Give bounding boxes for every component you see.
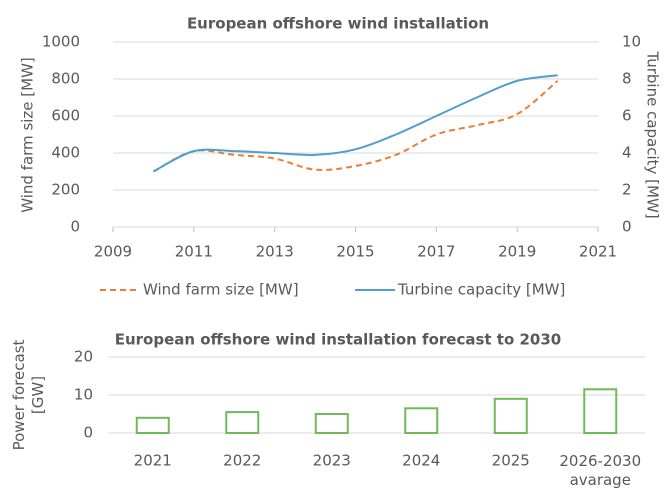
y2-tick-label: 2: [622, 181, 632, 199]
x-tick-label: 2011: [175, 243, 213, 261]
legend-label: Wind farm size [MW]: [143, 281, 299, 299]
y2-axis-label: Turbine capacity [MW]: [644, 50, 662, 218]
bar: [583, 388, 618, 434]
chart-title: European offshore wind installation fore…: [115, 331, 562, 349]
x-tick-label: 2022: [223, 452, 261, 470]
bar: [493, 397, 528, 434]
y-tick-label: 0: [83, 424, 93, 442]
x-tick-label: 2015: [336, 243, 374, 261]
series-line: [152, 80, 559, 173]
x-tick-label: 2023: [313, 452, 351, 470]
bar: [404, 407, 439, 434]
y2-tick-label: 8: [622, 70, 632, 88]
x-tick-label: 2021: [134, 452, 172, 470]
y-tick-label: 1000: [42, 33, 80, 51]
y-tick-label: 800: [51, 70, 80, 88]
legend-label: Turbine capacity [MW]: [397, 281, 565, 299]
x-tick-label: 2024: [402, 452, 440, 470]
x-tick-label: 2026-2030 avarage: [559, 452, 641, 489]
y-tick-label: 400: [51, 144, 80, 162]
y-axis-label: Wind farm size [MW]: [19, 57, 37, 213]
y2-tick-label: 0: [622, 218, 632, 236]
x-tick-label: 2013: [256, 243, 294, 261]
series-line: [152, 74, 558, 173]
x-tick-label: 2021: [579, 243, 617, 261]
y-tick-label: 10: [74, 386, 93, 404]
chart-title: European offshore wind installation: [187, 15, 489, 33]
y-tick-label: 0: [70, 218, 80, 236]
bar: [135, 416, 170, 434]
y2-tick-label: 10: [622, 33, 641, 51]
y-tick-label: 600: [51, 107, 80, 125]
x-tick-label: 2019: [498, 243, 536, 261]
y-tick-label: 200: [51, 181, 80, 199]
x-tick-label: 2025: [492, 452, 530, 470]
x-tick-label: 2009: [94, 243, 132, 261]
y2-tick-label: 6: [622, 107, 632, 125]
bar: [314, 413, 349, 434]
y-axis-label: Power forecast[GW]: [10, 339, 47, 450]
y-tick-label: 20: [74, 348, 93, 366]
bar: [225, 411, 260, 435]
y2-tick-label: 4: [622, 144, 632, 162]
x-tick-label: 2017: [417, 243, 455, 261]
